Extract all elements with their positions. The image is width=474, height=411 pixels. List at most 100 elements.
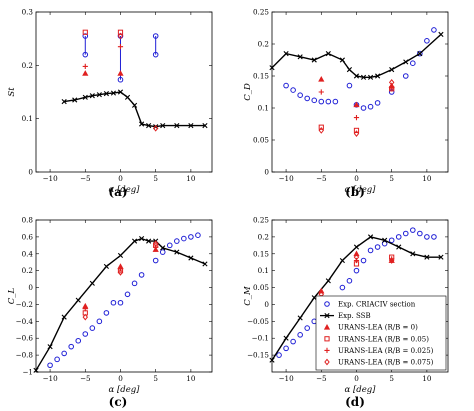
data-point xyxy=(89,93,95,99)
x-tick-label: 0 xyxy=(354,374,359,383)
data-point xyxy=(117,32,124,40)
y-tick-label: 0.2 xyxy=(258,40,269,49)
data-point xyxy=(402,230,409,237)
data-point xyxy=(395,234,402,240)
series-lea0075 xyxy=(318,78,395,138)
data-point xyxy=(82,63,88,69)
data-point xyxy=(33,367,39,373)
y-tick-label: 0.6 xyxy=(22,232,34,241)
data-point xyxy=(117,44,124,50)
data-point xyxy=(89,280,95,286)
data-point xyxy=(396,244,402,250)
data-point xyxy=(82,306,88,312)
data-point xyxy=(159,249,166,255)
data-point xyxy=(410,251,416,257)
legend-entry-lea0025: URANS-LEA (R/B = 0.025) xyxy=(324,347,434,355)
data-point xyxy=(283,335,289,341)
data-point xyxy=(117,70,124,76)
y-tick-label: 0.15 xyxy=(253,72,269,81)
x-tick-label: 0 xyxy=(118,174,123,183)
data-point xyxy=(82,331,89,337)
data-point xyxy=(318,98,325,105)
y-tick-label: 0.05 xyxy=(253,283,269,292)
y-tick-label: −0.4 xyxy=(16,317,34,326)
series-ssb xyxy=(269,31,444,80)
data-point xyxy=(138,272,145,278)
data-point xyxy=(188,234,194,240)
data-point xyxy=(202,261,208,267)
data-point xyxy=(160,123,166,129)
data-point xyxy=(417,51,423,57)
data-point xyxy=(61,314,67,320)
data-point xyxy=(283,345,289,352)
data-point xyxy=(318,124,324,130)
legend-label: URANS-LEA (R/B = 0.025) xyxy=(338,347,434,355)
x-axis-label: α [deg] xyxy=(109,385,141,395)
legend-label: URANS-LEA (R/B = 0.075) xyxy=(338,359,434,367)
x-tick-label: 10 xyxy=(186,174,196,183)
y-tick-label: −0.2 xyxy=(16,300,33,309)
data-point xyxy=(424,38,430,44)
data-point xyxy=(304,95,311,102)
data-point xyxy=(332,98,339,105)
data-point xyxy=(353,244,360,250)
series-lea005 xyxy=(82,29,124,35)
x-tick-label: 5 xyxy=(153,374,158,383)
legend-marker xyxy=(324,313,330,319)
series-ssb xyxy=(269,234,444,363)
data-point xyxy=(82,313,89,321)
y-tick-label: −0.05 xyxy=(247,317,269,326)
data-point xyxy=(124,291,131,298)
y-tick-label: 0.4 xyxy=(22,249,34,258)
data-point xyxy=(269,357,275,363)
y-tick-label: 0.25 xyxy=(253,216,269,225)
data-point xyxy=(47,362,53,369)
legend-label: Exp. CRIACIV section xyxy=(338,301,416,309)
panel-b: −10 −5 0 5 10 0 0.05 0.1 0.15 0.2 0.25 α [deg] C_D xyxy=(243,8,449,195)
plot-frame xyxy=(35,11,213,173)
y-tick-label: 0.8 xyxy=(22,216,34,225)
x-tick-label: −10 xyxy=(278,174,294,183)
data-point xyxy=(325,278,331,284)
data-point xyxy=(131,280,138,287)
data-point xyxy=(103,91,109,97)
y-tick-label: 0.2 xyxy=(22,266,33,275)
data-point xyxy=(103,263,109,270)
data-point xyxy=(181,235,187,242)
y-tick-label: −1 xyxy=(22,368,33,377)
data-point xyxy=(388,257,395,264)
data-point xyxy=(117,89,124,95)
legend-entry-lea0075: URANS-LEA (R/B = 0.075) xyxy=(324,359,434,367)
y-tick-label: 0.2 xyxy=(258,232,269,241)
data-point xyxy=(424,254,430,260)
data-point xyxy=(367,103,374,110)
data-point xyxy=(89,325,96,331)
data-point xyxy=(103,310,110,316)
x-tick-label: −5 xyxy=(80,374,91,383)
data-point xyxy=(297,54,303,60)
data-point xyxy=(276,352,282,358)
x-tick-label: −10 xyxy=(278,374,294,383)
y-tick-label: −0.8 xyxy=(16,351,34,360)
data-point xyxy=(297,315,303,321)
data-point xyxy=(367,247,374,254)
data-point xyxy=(82,94,88,100)
data-point xyxy=(61,350,67,357)
y-tick-label: 0.2 xyxy=(22,61,33,70)
data-point xyxy=(318,287,325,294)
data-point xyxy=(325,98,332,105)
x-axis-label: α [deg] xyxy=(109,185,141,195)
data-point xyxy=(318,75,325,82)
legend-label: Exp. SSB xyxy=(338,312,371,320)
data-point xyxy=(131,238,138,244)
data-point xyxy=(431,27,437,33)
data-point xyxy=(325,51,331,57)
data-point xyxy=(438,31,444,37)
data-point xyxy=(318,126,325,134)
data-point xyxy=(117,299,124,306)
data-point xyxy=(96,318,103,325)
data-point xyxy=(202,123,208,129)
data-point xyxy=(403,59,409,65)
legend-marker xyxy=(324,301,330,307)
series-ssb xyxy=(61,89,208,130)
